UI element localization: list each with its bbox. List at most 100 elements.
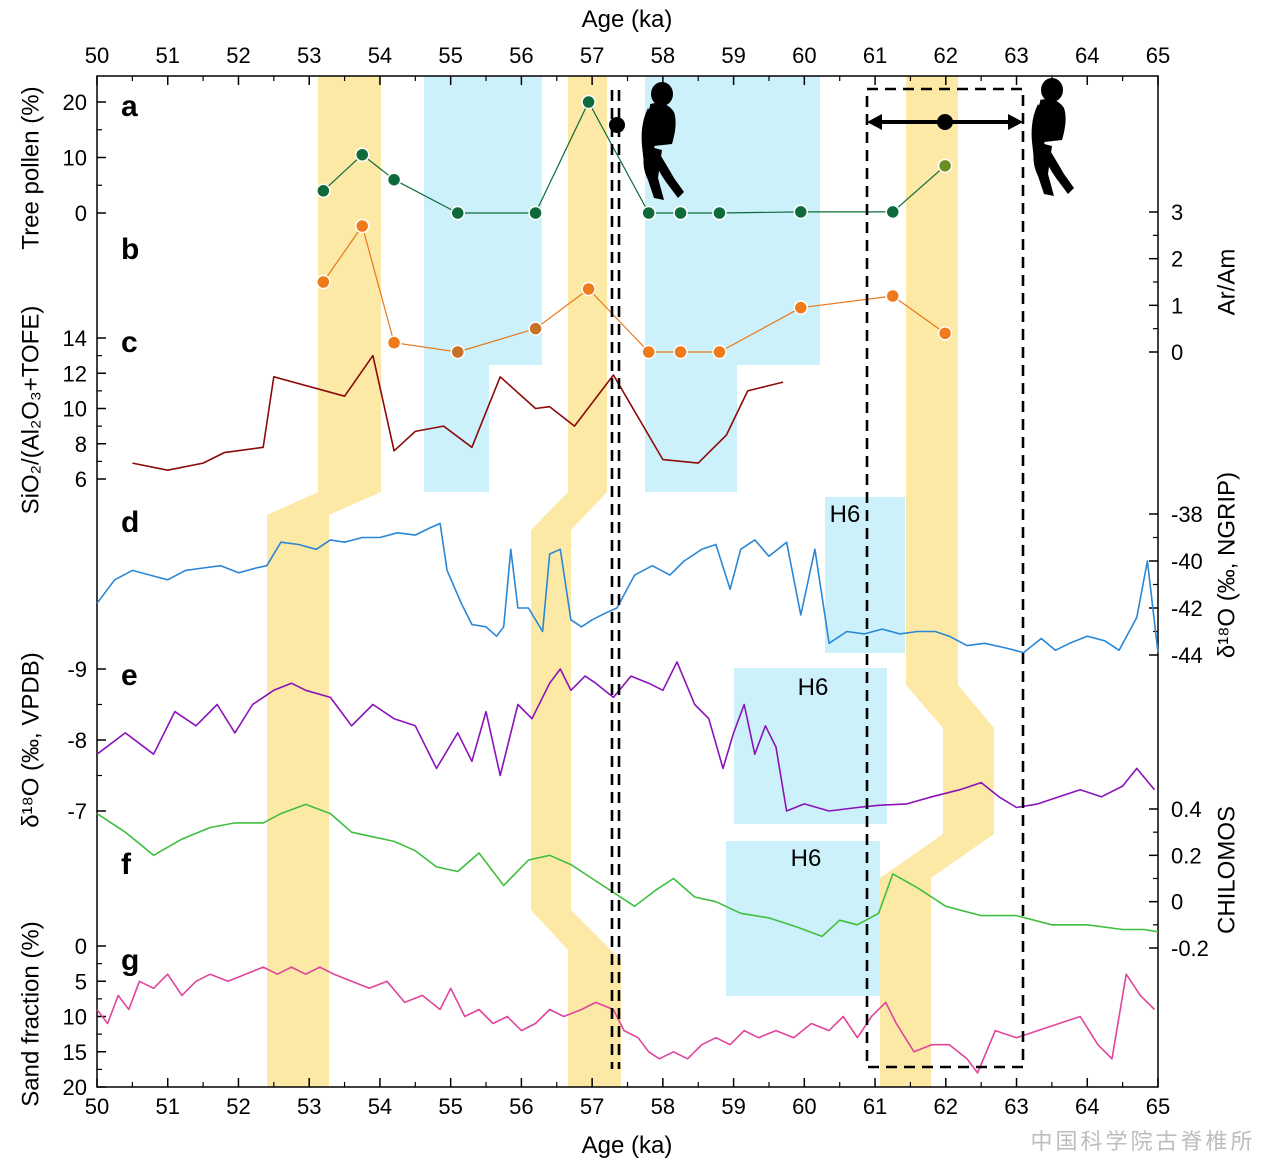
x-tick-label-bottom: 56	[509, 1094, 533, 1119]
y-axis-title-b: Ar/Am	[1213, 249, 1240, 316]
y-tick-label-d: -40	[1171, 549, 1203, 574]
y-tick-label-f: 0.4	[1171, 797, 1202, 822]
y-axis-title-c: SiO₂/(Al₂O₃+TOFE)	[17, 306, 44, 515]
x-tick-label-top: 60	[792, 43, 816, 68]
h6-label: H6	[798, 674, 829, 701]
data-series	[96, 94, 1159, 1074]
data-point-b	[673, 344, 688, 360]
y-tick-label-g: 15	[63, 1040, 87, 1065]
hominin-silhouette-icon	[641, 82, 684, 200]
warm-phase-band	[531, 76, 621, 1087]
data-point-a	[712, 205, 727, 221]
x-tick-label-bottom: 50	[85, 1094, 109, 1119]
y-tick-label-d: -42	[1171, 596, 1203, 621]
y-tick-label-c: 6	[75, 467, 87, 492]
data-point-b	[793, 300, 809, 315]
h6-label: H6	[830, 501, 861, 528]
x-tick-label-bottom: 52	[226, 1094, 250, 1119]
data-point-b	[641, 344, 656, 360]
data-point-b	[885, 288, 900, 304]
y-tick-label-g: 10	[63, 1005, 87, 1030]
y-tick-label-g: 20	[63, 1075, 87, 1100]
x-tick-label-bottom: 54	[368, 1094, 392, 1119]
x-tick-label-top: 57	[580, 43, 604, 68]
y-axis-title-f: CHILOMOS	[1213, 806, 1240, 934]
y-tick-label-c: 12	[63, 361, 87, 386]
overlay-markers	[609, 78, 1074, 1069]
y-tick-label-b: 2	[1171, 247, 1183, 272]
x-axis-title-top: Age (ka)	[582, 6, 673, 33]
cold-phase-band	[825, 497, 905, 653]
x-tick-label-bottom: 59	[721, 1094, 745, 1119]
data-point-b	[316, 274, 331, 290]
warm-phase-band	[267, 76, 381, 1087]
series-line-c	[132, 354, 784, 472]
data-point-b	[450, 344, 465, 360]
hominin-head	[651, 82, 673, 106]
panel-letter-d: d	[121, 506, 139, 539]
x-tick-label-bottom: 62	[934, 1094, 958, 1119]
panel-letter-f: f	[121, 848, 132, 881]
y-tick-label-b: 3	[1171, 200, 1183, 225]
y-axis-title-g: Sand fraction (%)	[17, 921, 44, 1106]
y-tick-label-a: 20	[63, 90, 87, 115]
x-tick-label-bottom: 65	[1146, 1094, 1170, 1119]
dashed-box	[865, 87, 1025, 1069]
x-tick-label-top: 55	[438, 43, 462, 68]
data-point-b	[712, 344, 727, 360]
data-point-a	[528, 205, 543, 221]
data-point-a	[673, 205, 688, 221]
y-tick-label-g: 5	[75, 969, 87, 994]
y-tick-label-f: 0.2	[1171, 843, 1202, 868]
y-tick-label-c: 8	[75, 432, 87, 457]
x-tick-label-top: 51	[155, 43, 179, 68]
hominin-silhouette-icon	[1031, 78, 1074, 196]
x-tick-label-top: 53	[297, 43, 321, 68]
x-tick-label-bottom: 55	[438, 1094, 462, 1119]
x-tick-label-bottom: 60	[792, 1094, 816, 1119]
h6-label: H6	[791, 845, 822, 872]
watermark: 中国科学院古脊椎所	[1030, 1130, 1255, 1155]
warm-phase-band	[880, 76, 994, 1087]
data-point-b	[355, 218, 370, 234]
series-line-e	[96, 661, 1156, 812]
y-tick-label-f: -0.2	[1171, 936, 1209, 961]
x-tick-label-top: 62	[934, 43, 958, 68]
y-axis-title-e: δ¹⁸O (‰, VPDB)	[17, 652, 44, 828]
y-axis-title-a: Tree pollen (%)	[17, 86, 44, 249]
panel-letter-e: e	[121, 659, 138, 692]
y-tick-label-f: 0	[1171, 890, 1183, 915]
data-point-a	[581, 94, 596, 110]
y-axis-title-d: δ¹⁸O (‰, NGRIP)	[1213, 472, 1240, 658]
age-range-arrow-right	[1008, 114, 1023, 130]
panel-labels: a b c d e f g H6 H6 H6	[121, 90, 860, 977]
x-tick-label-bottom: 53	[297, 1094, 321, 1119]
x-tick-label-bottom: 51	[155, 1094, 179, 1119]
x-tick-label-top: 63	[1004, 43, 1028, 68]
y-tick-label-c: 10	[63, 397, 87, 422]
y-tick-label-g: 0	[75, 934, 87, 959]
y-tick-label-e: -7	[67, 799, 87, 824]
panel-letter-c: c	[121, 326, 138, 359]
x-tick-label-top: 56	[509, 43, 533, 68]
panel-letter-b: b	[121, 233, 139, 266]
y-tick-label-a: 0	[75, 201, 87, 226]
y-tick-label-d: -44	[1171, 643, 1203, 668]
data-point-a	[355, 147, 370, 162]
y-tick-label-a: 10	[63, 146, 87, 171]
series-line-b	[322, 225, 946, 353]
data-point-b	[386, 335, 402, 350]
hominin-torso	[1040, 99, 1066, 142]
hominin-leg-back	[652, 148, 684, 198]
y-tick-label-e: -8	[67, 728, 87, 753]
y-tick-label-b: 1	[1171, 293, 1183, 318]
x-tick-label-top: 52	[226, 43, 250, 68]
panel-letter-g: g	[121, 944, 139, 977]
data-point-a	[641, 205, 656, 221]
x-tick-label-bottom: 61	[863, 1094, 887, 1119]
data-point-a	[450, 205, 465, 221]
data-point-b	[581, 281, 596, 297]
y-tick-label-e: -9	[67, 657, 87, 682]
